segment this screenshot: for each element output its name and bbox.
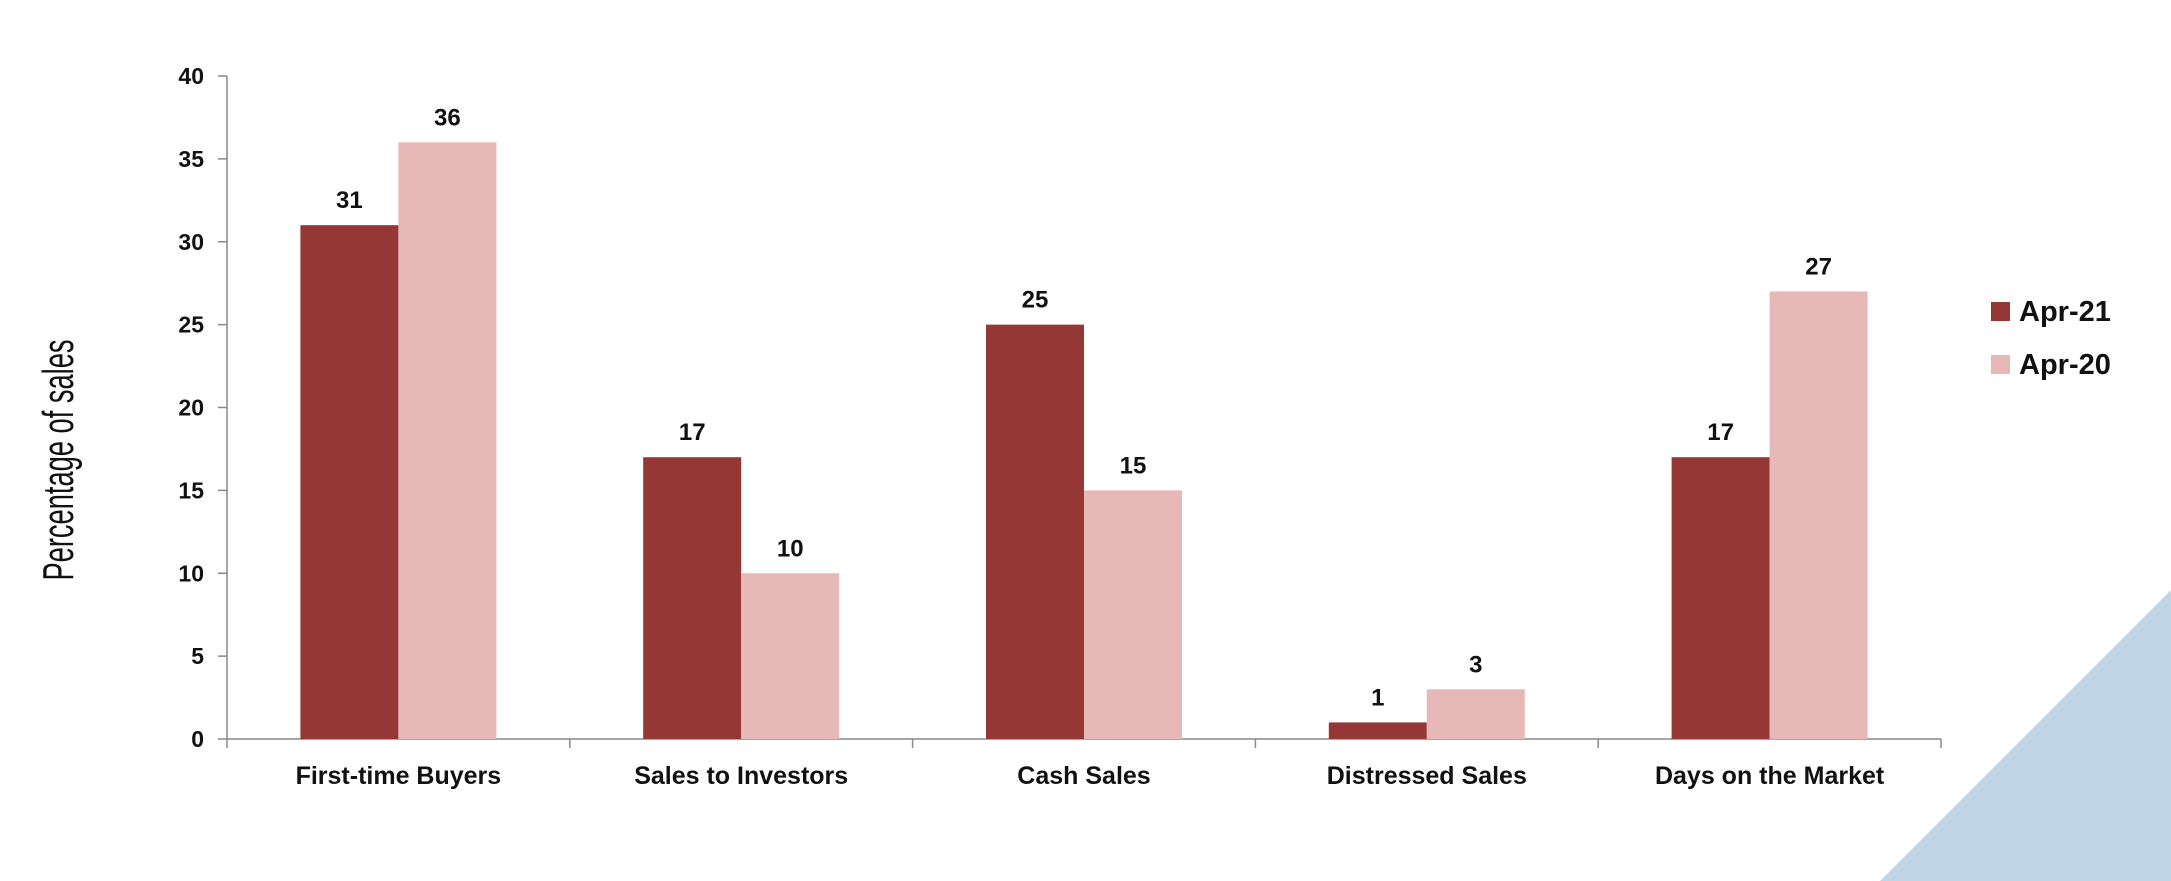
- legend-swatch: [1991, 355, 2010, 374]
- x-category-label: Cash Sales: [1017, 762, 1150, 790]
- x-category-label: First-time Buyers: [296, 762, 502, 790]
- legend-swatch: [1991, 302, 2010, 321]
- data-label: 36: [434, 104, 461, 131]
- axes: 0 5 10 15 20 25 30 35 40 First-time Buyers Sales t…: [178, 63, 1942, 790]
- bar-apr-21: [1328, 722, 1427, 739]
- x-category-label: Distressed Sales: [1327, 762, 1527, 790]
- data-label: 17: [679, 419, 706, 446]
- y-tick-label: 0: [191, 726, 204, 752]
- data-label: 10: [777, 535, 804, 562]
- data-label: 1: [1371, 684, 1384, 711]
- y-tick-label: 5: [191, 643, 204, 669]
- bar-apr-20: [398, 142, 497, 740]
- data-label: 15: [1120, 452, 1147, 479]
- bar-apr-21: [986, 324, 1084, 739]
- legend: Apr-21 Apr-20: [1991, 296, 2111, 381]
- data-label: 3: [1469, 651, 1482, 678]
- bar-apr-21: [300, 225, 399, 740]
- x-category-label: Sales to Investors: [634, 762, 848, 790]
- data-label: 17: [1707, 419, 1734, 446]
- y-tick-label: 20: [178, 395, 204, 421]
- y-tick-label: 25: [178, 312, 204, 338]
- data-labels: 31 36 17 10 25 15 1 3 17 27: [336, 104, 1832, 711]
- bars: [300, 142, 1868, 740]
- bar-apr-20: [741, 573, 840, 739]
- y-tick-label: 10: [178, 560, 204, 586]
- y-tick-label: 15: [178, 477, 204, 503]
- bar-apr-20: [1769, 291, 1868, 739]
- legend-entry: Apr-20: [2019, 349, 2111, 381]
- corner-decoration: [1880, 590, 2171, 881]
- y-tick-label: 40: [178, 63, 204, 89]
- data-label: 25: [1022, 287, 1049, 314]
- bar-apr-21: [1671, 457, 1770, 739]
- bar-apr-20: [1426, 689, 1525, 739]
- y-tick-label: 35: [178, 146, 204, 172]
- legend-entry: Apr-21: [2019, 296, 2111, 328]
- x-category-label: Days on the Market: [1655, 762, 1885, 790]
- bar-apr-20: [1084, 490, 1182, 739]
- y-axis-label: Percentage of sales: [33, 339, 82, 580]
- data-label: 31: [336, 187, 363, 214]
- data-label: 27: [1805, 253, 1832, 280]
- bar-apr-21: [643, 457, 742, 739]
- y-tick-label: 30: [178, 229, 204, 255]
